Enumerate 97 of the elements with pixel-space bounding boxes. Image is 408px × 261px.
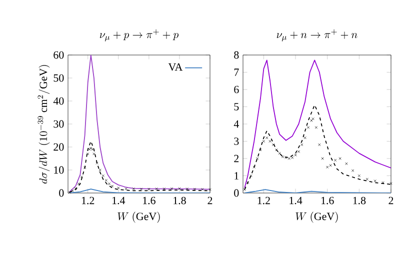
y-tick-label: 0	[59, 189, 64, 197]
y-tick-label: 0	[234, 189, 239, 197]
point	[268, 140, 272, 143]
point	[351, 169, 354, 172]
point	[278, 152, 281, 155]
x-axis-title: $W\ (\mathrm{GeV})$	[118, 212, 160, 223]
legend-label: VA	[168, 63, 183, 71]
point	[329, 164, 332, 167]
point	[108, 182, 111, 186]
point	[259, 148, 262, 152]
point	[304, 136, 306, 140]
y-tick-label: 50	[54, 74, 64, 82]
y-tick-label: 40	[53, 97, 64, 105]
point	[98, 168, 102, 172]
point	[272, 143, 275, 146]
point	[96, 162, 98, 164]
point	[193, 188, 196, 190]
point	[321, 157, 324, 160]
point	[382, 181, 384, 184]
x-tick-label: 1.4	[290, 196, 302, 204]
y-tick-label: 8	[234, 51, 239, 59]
x-tick-label: 1.4	[112, 196, 126, 204]
y-tick-label: 6	[234, 86, 239, 94]
point	[132, 188, 135, 190]
y-tick-label: 20	[54, 143, 64, 151]
point	[124, 188, 128, 190]
point	[284, 156, 288, 159]
y-tick-label: 4	[234, 120, 239, 128]
point	[334, 158, 337, 162]
line-series	[244, 60, 391, 188]
point	[140, 188, 143, 190]
y-tick-label: 60	[54, 51, 64, 59]
x-tick-label: 2	[208, 196, 212, 204]
x-tick-label: 1.8	[353, 196, 366, 204]
point	[374, 180, 376, 182]
point	[250, 174, 252, 178]
point	[252, 166, 256, 168]
y-axis-title: $d\sigma/dW\ (10^{-39}\ \mathrm{cm}^2/\mathrm{GeV})$	[38, 65, 50, 184]
point	[297, 150, 300, 153]
x-tick-label: 2	[388, 196, 394, 204]
point	[256, 157, 259, 160]
chart-title: $\nu_\mu + p \rightarrow \pi^+ + p$	[100, 29, 178, 42]
x-tick-label: 1.8	[174, 196, 186, 204]
y-tick-label: 30	[54, 120, 64, 128]
point	[300, 143, 304, 146]
point	[155, 188, 158, 190]
point	[102, 174, 104, 178]
point	[110, 184, 114, 188]
x-tick-label: 1.6	[143, 196, 156, 204]
point	[318, 143, 321, 146]
point	[92, 152, 96, 156]
point	[306, 126, 310, 129]
y-tick-label: 7	[234, 68, 239, 76]
point	[345, 162, 348, 166]
x-tick-label: 1.2	[82, 196, 94, 204]
point	[281, 155, 284, 158]
point	[71, 189, 74, 192]
point	[74, 187, 77, 190]
point	[288, 157, 290, 160]
point	[201, 188, 204, 191]
point	[294, 154, 297, 156]
point	[186, 188, 188, 190]
point	[83, 166, 86, 170]
y-tick-label: 10	[54, 166, 64, 174]
y-tick-label: 3	[234, 138, 239, 145]
point	[148, 188, 150, 190]
point	[104, 179, 108, 182]
chart-title: $\nu_\mu + n \rightarrow \pi^+ + n$	[276, 29, 358, 42]
point	[275, 148, 278, 152]
y-tick-label: 1	[234, 172, 238, 180]
point	[91, 148, 94, 151]
point	[246, 181, 250, 184]
point	[77, 182, 80, 186]
point	[262, 140, 266, 143]
point	[90, 146, 92, 150]
point	[178, 187, 181, 190]
point	[358, 174, 360, 178]
point	[88, 148, 91, 151]
point	[326, 166, 329, 168]
y-tick-label: 2	[234, 154, 239, 162]
point	[117, 186, 120, 190]
point	[366, 178, 368, 181]
point	[208, 188, 212, 191]
point	[80, 176, 84, 178]
point	[310, 119, 313, 122]
point	[312, 117, 314, 120]
x-axis-title: $W\ (\mathrm{GeV})$	[296, 212, 338, 223]
point	[266, 136, 268, 140]
point	[314, 126, 318, 129]
x-tick-label: 1.6	[321, 196, 334, 204]
x-tick-label: 1.2	[258, 196, 270, 204]
point	[162, 188, 166, 190]
y-tick-label: 5	[234, 103, 239, 110]
point	[86, 152, 90, 156]
point	[338, 157, 342, 160]
point	[291, 156, 294, 159]
point	[170, 187, 174, 190]
